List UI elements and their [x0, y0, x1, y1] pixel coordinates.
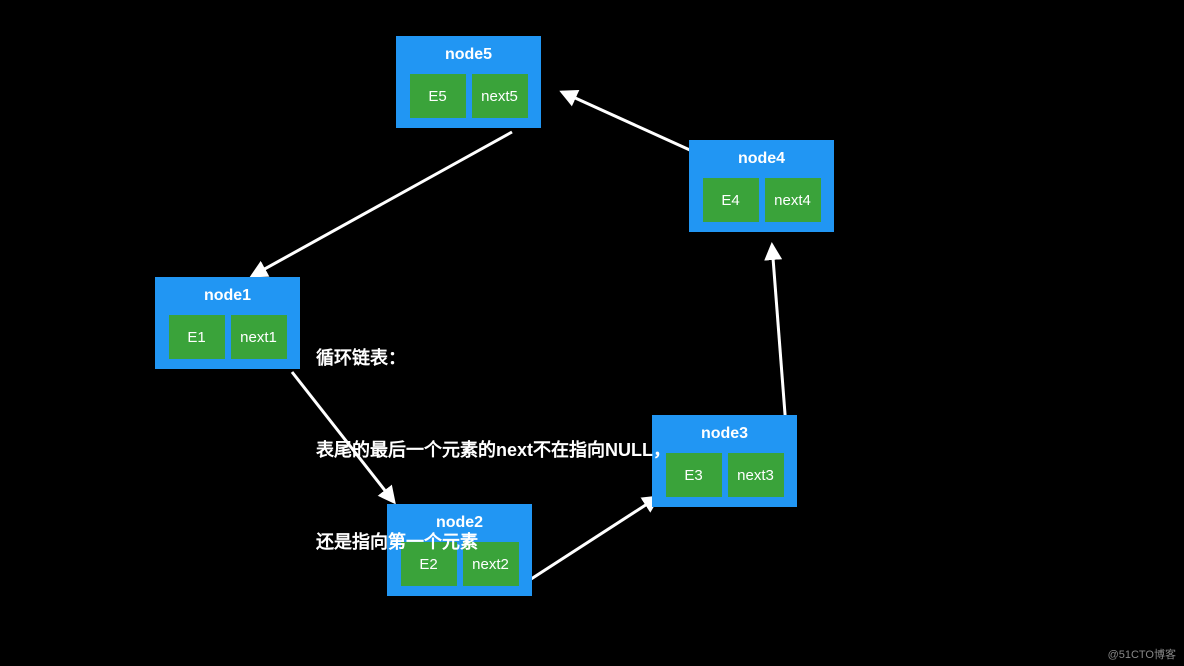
- watermark-text: @51CTO博客: [1108, 646, 1176, 662]
- cell-element: E1: [169, 315, 225, 359]
- cell-next: next4: [765, 178, 821, 222]
- node-cells: E5next5: [396, 74, 541, 118]
- description-text: 循环链表： 表尾的最后一个元素的next不在指向NULL， 还是指向第一个元素: [316, 282, 671, 619]
- node-node1: node1 E1next1: [155, 277, 300, 369]
- node-node3: node3 E3next3: [652, 415, 797, 507]
- cell-next: next1: [231, 315, 287, 359]
- edge-node3-node4: [772, 245, 787, 440]
- cell-element: E5: [410, 74, 466, 118]
- desc-line-1: 循环链表：: [316, 343, 671, 374]
- node-node5: node5 E5next5: [396, 36, 541, 128]
- diagram-canvas: node1E1next1node2E2next2node3E3next3node…: [0, 0, 1184, 666]
- node-title: node5: [396, 46, 541, 64]
- node-node4: node4 E4next4: [689, 140, 834, 232]
- cell-element: E3: [666, 453, 722, 497]
- desc-line-2: 表尾的最后一个元素的next不在指向NULL，: [316, 435, 671, 466]
- cell-next: next3: [728, 453, 784, 497]
- cell-next: next5: [472, 74, 528, 118]
- node-title: node1: [155, 287, 300, 305]
- node-cells: E1next1: [155, 315, 300, 359]
- node-cells: E4next4: [689, 178, 834, 222]
- node-title: node4: [689, 150, 834, 168]
- desc-line-3: 还是指向第一个元素: [316, 527, 671, 558]
- node-cells: E3next3: [652, 453, 797, 497]
- edge-node5-node1: [252, 132, 512, 276]
- node-title: node3: [652, 425, 797, 443]
- cell-element: E4: [703, 178, 759, 222]
